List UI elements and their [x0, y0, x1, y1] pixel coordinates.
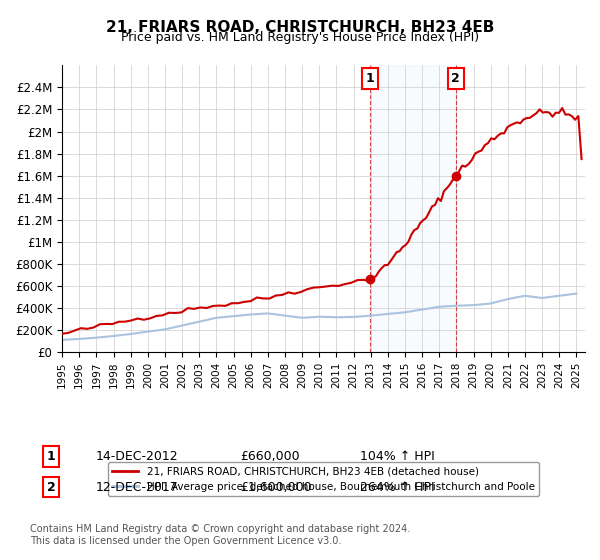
Text: 1: 1: [365, 72, 374, 85]
Text: 104% ↑ HPI: 104% ↑ HPI: [360, 450, 435, 463]
Text: 21, FRIARS ROAD, CHRISTCHURCH, BH23 4EB: 21, FRIARS ROAD, CHRISTCHURCH, BH23 4EB: [106, 20, 494, 35]
Legend: 21, FRIARS ROAD, CHRISTCHURCH, BH23 4EB (detached house), HPI: Average price, de: 21, FRIARS ROAD, CHRISTCHURCH, BH23 4EB …: [108, 462, 539, 496]
Text: 12-DEC-2017: 12-DEC-2017: [96, 480, 179, 494]
Text: Contains HM Land Registry data © Crown copyright and database right 2024.
This d: Contains HM Land Registry data © Crown c…: [30, 524, 410, 546]
Text: £660,000: £660,000: [240, 450, 299, 463]
Text: Price paid vs. HM Land Registry's House Price Index (HPI): Price paid vs. HM Land Registry's House …: [121, 31, 479, 44]
Text: 2: 2: [47, 480, 55, 494]
Text: 14-DEC-2012: 14-DEC-2012: [96, 450, 179, 463]
Text: 264% ↑ HPI: 264% ↑ HPI: [360, 480, 434, 494]
Text: £1,600,000: £1,600,000: [240, 480, 311, 494]
Bar: [370, 66, 456, 352]
Text: 2: 2: [451, 72, 460, 85]
Text: 1: 1: [47, 450, 55, 463]
